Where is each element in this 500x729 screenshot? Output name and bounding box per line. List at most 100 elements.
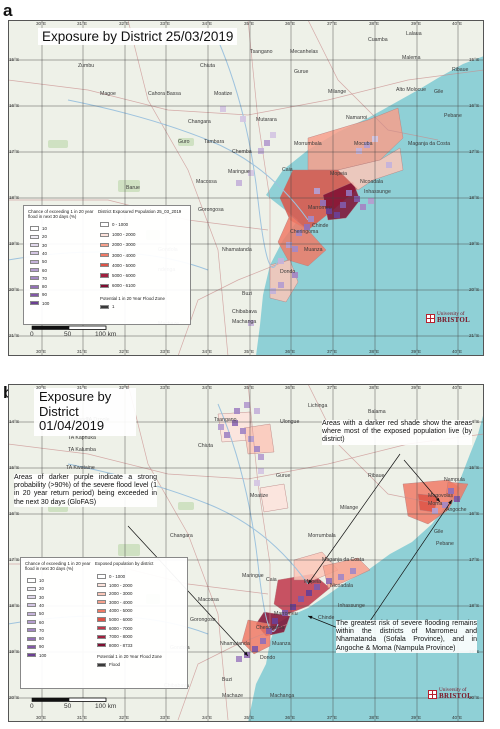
place-label: Alto Molocue [396, 87, 426, 93]
flood-probability-cell [364, 142, 370, 148]
legend-pop-row: 1000 - 2000 [97, 583, 132, 588]
flood-probability-cell [286, 242, 292, 248]
place-label: Barue [126, 185, 140, 191]
ocean-area [256, 56, 484, 356]
longitude-tick-bottom: 37°E [327, 715, 338, 720]
flood-probability-cell [282, 610, 288, 616]
longitude-tick-bottom: 30°E [36, 349, 47, 354]
latitude-tick-right: 19°S [469, 241, 480, 246]
place-label: Malema [402, 55, 421, 61]
flood-probability-cell [360, 204, 366, 210]
legend-zone-item: Flood [109, 662, 120, 668]
place-label: Mocuba [354, 141, 373, 147]
flood-probability-cell [220, 106, 226, 112]
flood-probability-cell [326, 208, 332, 214]
place-label: Chiuta [198, 443, 213, 449]
place-label: Nhamatanda [220, 641, 250, 647]
legend-swatch [27, 586, 36, 591]
legend-swatch [100, 273, 109, 278]
flood-probability-cell [252, 646, 258, 652]
place-label: Gurue [294, 69, 309, 75]
place-label: Maringue [242, 573, 264, 579]
legend-swatch [27, 619, 36, 625]
legend-flood-row: 100 [30, 301, 49, 306]
legend-swatch [30, 292, 39, 297]
legend-swatch [30, 301, 39, 306]
flood-probability-cell [308, 216, 314, 222]
flood-probability-cell [432, 508, 438, 514]
legend-flood-value: 100 [39, 652, 47, 658]
park-area [118, 180, 140, 192]
place-label: Angoche [446, 507, 467, 513]
legend-swatch [30, 243, 39, 248]
flood-probability-cell [248, 436, 254, 442]
legend-flood-value: 30 [42, 242, 47, 248]
longitude-tick-top: 37°E [327, 21, 338, 26]
longitude-tick-bottom: 38°E [369, 349, 380, 354]
park-area [178, 138, 194, 146]
flood-probability-cell [240, 428, 246, 434]
longitude-tick-bottom: 36°E [285, 715, 296, 720]
flood-probability-cell [240, 116, 246, 122]
longitude-tick-bottom: 30°E [36, 715, 47, 720]
river-line [217, 39, 279, 268]
legend-pop-class: 6000 - 6100 [112, 283, 136, 289]
place-label: Gorongosa [198, 207, 224, 213]
place-label: Cheringoma [256, 625, 285, 631]
latitude-tick-right: 16°S [469, 511, 480, 516]
legend-swatch [100, 222, 109, 227]
flood-probability-cell [232, 420, 238, 426]
place-label: Muanza [272, 641, 291, 647]
legend-flood-value: 20 [42, 234, 47, 240]
longitude-tick-bottom: 33°E [160, 715, 171, 720]
flood-probability-cell [270, 288, 276, 294]
legend-zone-row: Flood [97, 662, 120, 667]
legend-pop-row: 1000 - 2000 [100, 232, 135, 237]
longitude-tick-top: 34°E [202, 21, 213, 26]
place-label: Guro [178, 139, 190, 145]
longitude-tick-bottom: 34°E [202, 349, 213, 354]
scale-bar-b: 0 50 100 km [28, 696, 138, 717]
longitude-tick-top: 36°E [285, 385, 296, 390]
district-population-fill [259, 483, 289, 513]
longitude-tick-bottom: 39°E [411, 715, 422, 720]
legend-swatch [97, 662, 106, 667]
legend-flood-value: 80 [39, 636, 44, 642]
legend-flood-value: 90 [39, 644, 44, 650]
legend-pop-row: 7000 - 8000 [97, 634, 132, 639]
park-area [118, 544, 140, 556]
legend-swatch [97, 591, 106, 596]
map-title-b-line2: District [39, 403, 79, 419]
flood-probability-cell [298, 596, 304, 602]
legend-swatch [27, 603, 36, 608]
longitude-tick-bottom: 34°E [202, 715, 213, 720]
legend-pop-row: 0 - 1000 [100, 222, 128, 227]
legend-pop-class: 4000 - 5000 [109, 608, 133, 614]
legend-flood-value: 30 [39, 594, 44, 600]
latitude-tick-right: 15°S [469, 465, 480, 470]
legend-flood-value: 100 [42, 300, 50, 306]
longitude-tick-top: 31°E [77, 21, 88, 26]
legend-flood-title: Chance of exceeding 1 in 20 year flood i… [25, 561, 91, 572]
flood-probability-cell [258, 148, 264, 154]
place-label: Nicoadala [330, 583, 354, 589]
longitude-tick-top: 38°E [369, 385, 380, 390]
longitude-tick-top: 32°E [119, 21, 130, 26]
place-label: Mutarara [256, 117, 277, 123]
place-label: Ribaue [452, 67, 469, 73]
legend-swatch [97, 583, 106, 588]
latitude-tick-left: 14°S [9, 419, 20, 424]
legend-flood-row: 40 [30, 251, 47, 256]
latitude-tick-left: 17°S [9, 149, 20, 154]
legend-swatch [97, 574, 106, 579]
place-label: Macossa [196, 179, 217, 185]
longitude-tick-top: 35°E [244, 21, 255, 26]
legend-pop-class: 2000 - 3000 [109, 591, 133, 597]
legend-pop-class: 6000 - 7000 [109, 625, 133, 631]
legend-flood-row: 90 [30, 292, 47, 297]
longitude-tick-top: 35°E [244, 385, 255, 390]
road-line [127, 20, 229, 356]
flood-probability-cell [314, 584, 320, 590]
park-area [178, 502, 194, 510]
legend-pop-row: 3000 - 4000 [100, 253, 135, 258]
